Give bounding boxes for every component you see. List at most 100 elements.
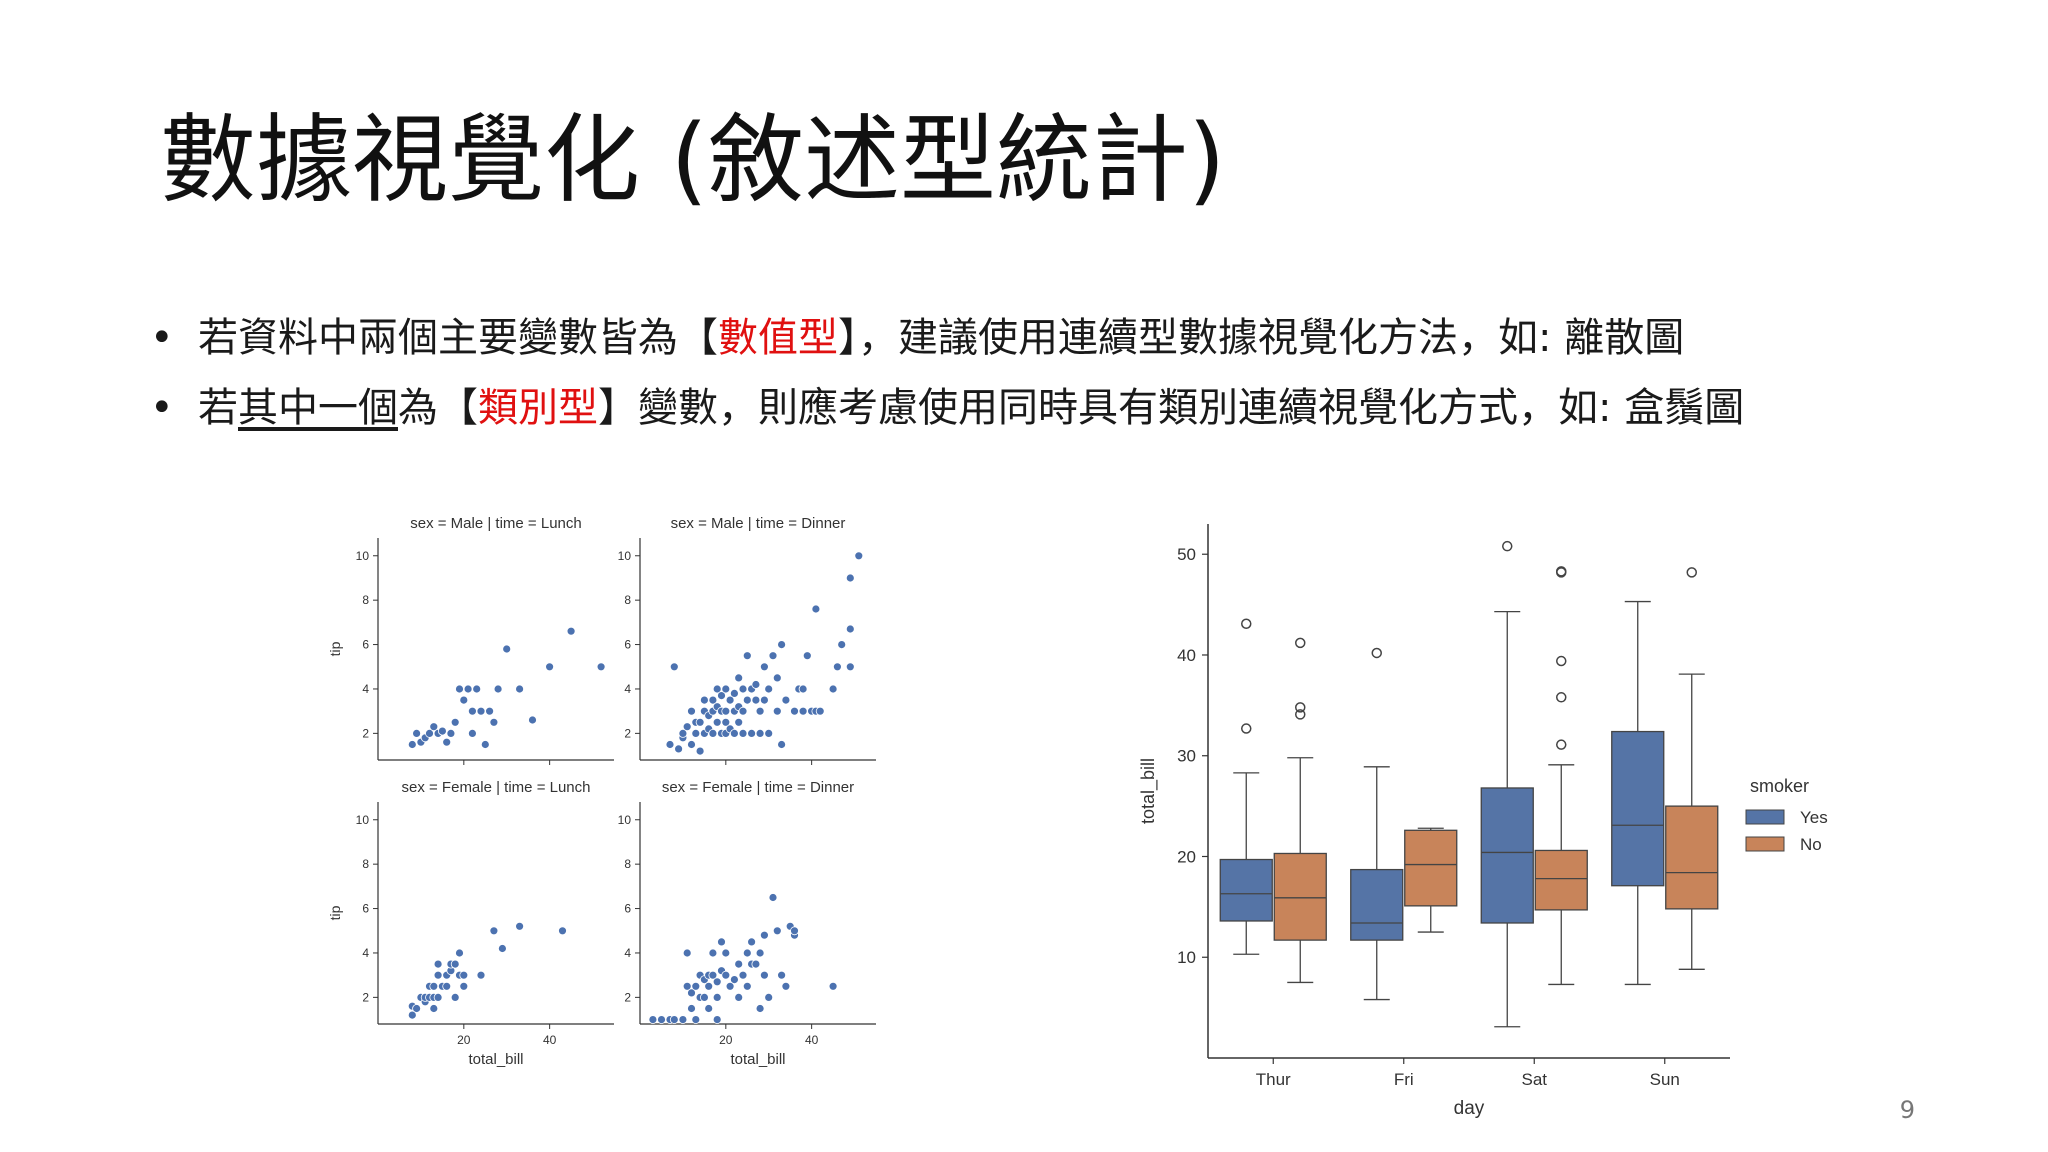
scatter-point — [695, 746, 705, 756]
scatter-point — [489, 926, 499, 936]
outlier-point — [1686, 567, 1697, 578]
scatter-point — [781, 981, 791, 991]
scatter-point — [429, 722, 439, 732]
scatter-point — [768, 651, 778, 661]
scatter-point — [777, 970, 787, 980]
scatter-point — [747, 937, 757, 947]
y-axis-label: tip — [327, 905, 343, 920]
box-body — [1665, 805, 1719, 910]
scatter-point — [687, 1004, 696, 1013]
x-tick-label: 40 — [805, 1033, 819, 1047]
scatter-point — [712, 684, 722, 694]
x-axis-label: day — [1454, 1098, 1485, 1119]
scatter-point — [412, 728, 421, 738]
scatter-point — [712, 717, 722, 727]
scatter-point — [459, 970, 469, 980]
scatter-point — [734, 992, 744, 1002]
scatter-point — [678, 1015, 688, 1025]
y-tick-label: 10 — [1177, 948, 1196, 967]
scatter-point — [759, 695, 769, 705]
box-body — [1611, 730, 1665, 887]
box-group — [1404, 827, 1458, 933]
scatter-point — [790, 926, 799, 936]
scatter-point — [708, 948, 718, 958]
bullet-text: 】，建議使用連續型數據視覺化方法，如: 離散圖 — [838, 315, 1685, 361]
scatter-point — [854, 551, 864, 561]
scatter-point — [738, 728, 748, 738]
scatter-point — [802, 651, 812, 661]
page-number: 9 — [1899, 1096, 1915, 1124]
panel-title: sex = Female | time = Dinner — [662, 779, 854, 796]
legend-swatch — [1745, 809, 1785, 825]
scatter-point — [502, 644, 512, 654]
scatter-point — [764, 992, 774, 1002]
y-tick-label: 4 — [624, 682, 631, 696]
y-tick-label: 6 — [362, 902, 369, 916]
scatter-point — [489, 717, 499, 727]
bullet-list: • 若資料中兩個主要變數皆為【數值型】，建議使用連續型數據視覺化方法，如: 離散圖… — [150, 308, 1744, 448]
scatter-point — [442, 981, 452, 991]
scatter-point — [725, 981, 735, 991]
scatter-point — [738, 970, 748, 980]
outlier-point — [1502, 540, 1513, 552]
scatter-point — [764, 728, 774, 738]
scatter-point — [669, 662, 679, 672]
scatter-point — [755, 728, 765, 738]
scatter-point — [687, 988, 696, 998]
scatter-point — [833, 662, 842, 672]
scatter-point — [828, 981, 838, 991]
scatter-point — [695, 717, 705, 727]
y-tick-label: 2 — [362, 990, 369, 1004]
boxplot-chart: 10 20 30 40 50 Thur Fri Sat Sun day total_bill smok… — [1138, 524, 1828, 1119]
scatter-point — [433, 992, 443, 1002]
box-group — [1219, 618, 1273, 955]
bullet-dot: • — [150, 385, 174, 431]
scatter-point — [768, 893, 778, 902]
scatter-point — [455, 948, 464, 958]
scatter-point — [721, 706, 731, 716]
scatter-point — [699, 695, 709, 705]
box-body — [1534, 849, 1588, 911]
scatter-point — [811, 604, 821, 614]
x-tick-label: Sun — [1650, 1070, 1680, 1089]
scatter-point — [708, 728, 718, 738]
scatter-point — [665, 740, 675, 749]
scatter-point — [566, 626, 576, 636]
box-group — [1350, 647, 1404, 1001]
scatter-point — [738, 706, 748, 716]
bullet-text: 若資料中兩個主要變數皆為【 — [198, 315, 718, 361]
scatter-point — [772, 926, 782, 936]
scatter-point — [772, 706, 782, 716]
scatter-point — [772, 673, 782, 683]
scatter-point — [485, 706, 495, 716]
x-tick-label: 40 — [543, 1033, 557, 1047]
scatter-point — [691, 981, 701, 991]
bullet-text: 】變數，則應考慮使用同時具有類別連續視覺化方式，如: 盒鬚圖 — [598, 385, 1745, 431]
scatter-point — [545, 662, 555, 672]
scatter-point — [493, 684, 503, 694]
scatter-point — [463, 684, 473, 694]
scatter-point — [755, 706, 765, 716]
scatter-point — [442, 737, 452, 747]
scatter-point — [828, 684, 838, 694]
scatter-point — [450, 959, 460, 969]
scatter-point — [837, 640, 847, 650]
scatter-point — [845, 624, 855, 634]
outlier-point — [1556, 739, 1567, 750]
scatter-point — [455, 684, 464, 694]
outlier-point — [1241, 723, 1252, 734]
scatter-point — [467, 728, 477, 738]
scatter-point — [687, 706, 696, 716]
x-tick-label: 20 — [719, 1033, 733, 1047]
scatter-panel: sex = Female | time = Dinner 2 4 6 8 10 20 40 to… — [618, 779, 876, 1068]
scatter-point — [407, 1010, 417, 1020]
outlier-point — [1295, 709, 1306, 720]
bullet-dot: • — [150, 315, 174, 361]
scatter-point — [459, 695, 469, 705]
scatter-point — [798, 684, 808, 694]
scatter-point — [729, 688, 739, 698]
scatter-point — [699, 992, 709, 1002]
outlier-point — [1295, 637, 1306, 649]
scatter-point — [472, 684, 482, 694]
panel-title: sex = Male | time = Dinner — [671, 515, 846, 532]
